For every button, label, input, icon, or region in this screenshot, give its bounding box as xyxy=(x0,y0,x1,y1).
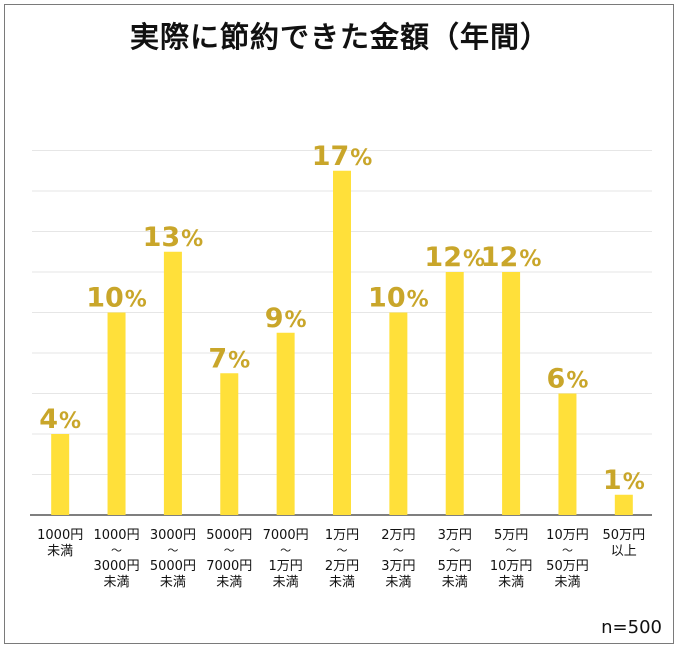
bar xyxy=(389,312,408,515)
bar xyxy=(558,393,577,515)
category-tick-label: 5000円～ 7000円未満 xyxy=(206,528,252,590)
bar-value-label: 7% xyxy=(208,343,250,374)
bar xyxy=(220,373,239,515)
bar xyxy=(502,272,521,515)
bar xyxy=(445,272,464,515)
bar xyxy=(276,332,295,515)
bar-value-label: 12% xyxy=(481,242,542,273)
sample-size-note: n=500 xyxy=(601,617,662,638)
bar-value-label: 1% xyxy=(603,465,645,496)
category-tick-label: 5万円～ 10万円未満 xyxy=(490,528,533,590)
bar-value-label: 10% xyxy=(86,283,147,314)
category-tick-label: 1万円～ 2万円未満 xyxy=(325,528,359,590)
bar-value-label: 12% xyxy=(424,242,485,273)
bar-value-label: 9% xyxy=(265,303,307,334)
category-tick-label: 7000円～ 1万円未満 xyxy=(263,528,309,590)
bar-value-label: 10% xyxy=(368,283,429,314)
bar xyxy=(614,494,633,515)
category-tick-label: 50万円以上 xyxy=(603,528,646,559)
bar-value-label: 13% xyxy=(143,222,204,253)
category-tick-label: 2万円～ 3万円未満 xyxy=(381,528,415,590)
bar-value-label: 6% xyxy=(547,364,589,395)
bar xyxy=(107,312,126,515)
chart-title: 実際に節約できた金額（年間） xyxy=(129,20,550,54)
bar xyxy=(333,170,351,515)
category-tick-label: 1000円未満 xyxy=(37,528,83,559)
category-tick-label: 3000円～ 5000円未満 xyxy=(150,528,196,590)
bar-value-label: 4% xyxy=(39,404,81,435)
bar xyxy=(163,251,182,515)
bar xyxy=(51,434,70,515)
category-tick-label: 3万円～ 5万円未満 xyxy=(438,528,472,590)
bar-value-label: 17% xyxy=(312,141,373,172)
category-tick-label: 10万円～ 50万円未満 xyxy=(546,528,589,590)
category-tick-label: 1000円～ 3000円未満 xyxy=(93,528,139,590)
